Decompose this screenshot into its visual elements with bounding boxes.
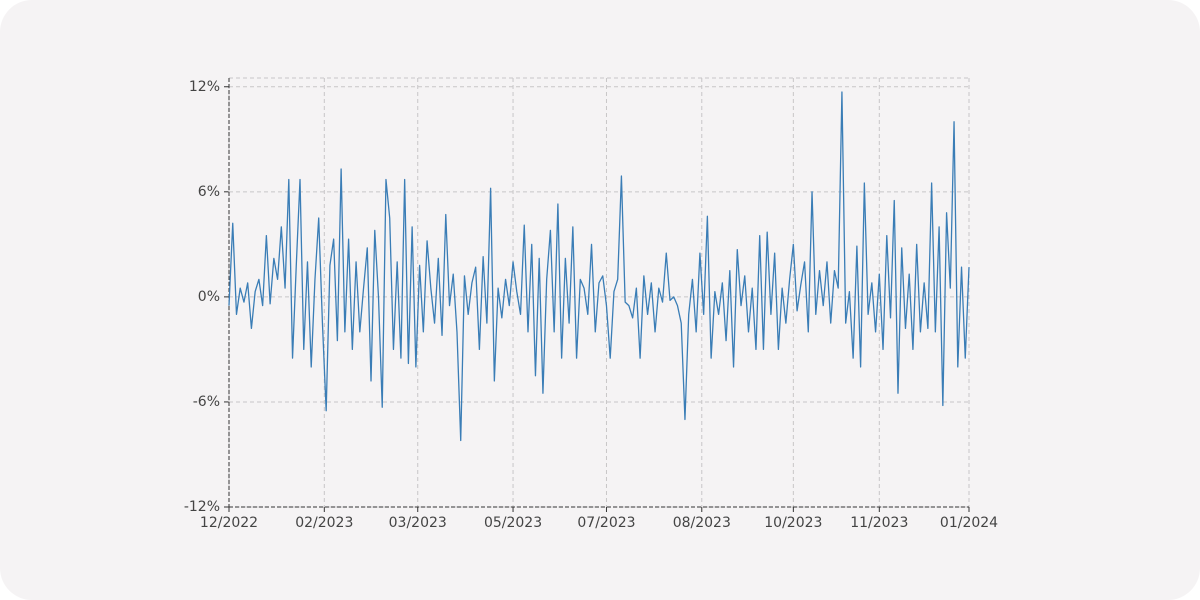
data-line: [228, 91, 970, 442]
x-tick-label: 07/2023: [577, 515, 635, 531]
y-tick-label: 0%: [198, 289, 220, 305]
x-tick-label: 02/2023: [295, 515, 353, 531]
y-tick-label: -12%: [184, 499, 220, 515]
x-tick-label: 11/2023: [850, 515, 908, 531]
x-tick-label: 03/2023: [389, 515, 447, 531]
x-tick-label: 05/2023: [484, 515, 542, 531]
y-tick-label: 12%: [189, 79, 220, 95]
x-tick-label: 10/2023: [764, 515, 822, 531]
x-tick-label: 01/2024: [940, 515, 998, 531]
x-tick-label: 08/2023: [673, 515, 731, 531]
y-tick-label: 6%: [198, 184, 220, 200]
y-tick-label: -6%: [193, 394, 220, 410]
x-tick-label: 12/2022: [200, 515, 258, 531]
